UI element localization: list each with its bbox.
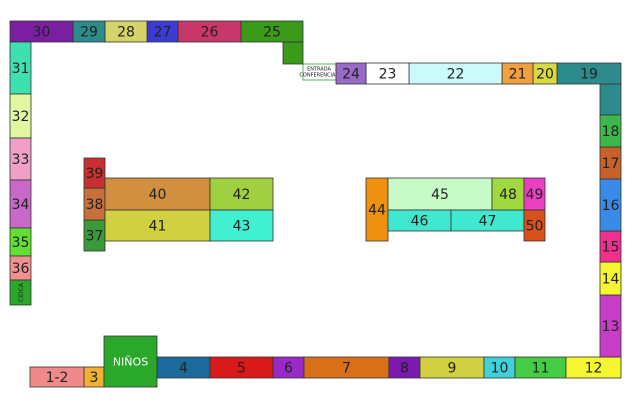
booth-label: 22 <box>447 67 465 83</box>
booth-label: 25 <box>263 25 281 41</box>
booth <box>83 157 106 189</box>
booth <box>599 114 622 148</box>
entrance-label: ENTRADA <box>307 67 331 73</box>
booth-label: 46 <box>411 214 429 230</box>
booth-label: 14 <box>602 272 620 288</box>
booth-label: 24 <box>342 67 360 83</box>
booth <box>104 177 211 211</box>
booth-label: 4 <box>179 361 188 377</box>
booth <box>209 209 274 242</box>
booth-label: 42 <box>233 187 251 203</box>
booth-label: 13 <box>602 319 620 335</box>
booth-label: 49 <box>526 187 544 203</box>
booth-label: 1-2 <box>46 370 69 386</box>
booth-label: 31 <box>12 61 30 77</box>
booth-label: 40 <box>149 187 167 203</box>
booth-label: 17 <box>602 156 620 172</box>
booth <box>103 335 158 388</box>
booth-label: 32 <box>12 109 30 125</box>
booth-label: 44 <box>368 203 386 219</box>
booth-label: 33 <box>12 152 30 168</box>
booth-label: 48 <box>499 187 517 203</box>
booth-label: 39 <box>86 166 104 182</box>
booth-label: 50 <box>526 219 544 235</box>
booth-label: 12 <box>585 361 603 377</box>
booth-label: 19 <box>580 67 598 83</box>
booth <box>9 279 32 306</box>
booth-label: 7 <box>342 361 351 377</box>
booth <box>491 177 525 211</box>
booth-label: 6 <box>284 361 293 377</box>
booth-label: 28 <box>117 25 135 41</box>
booth-label: 26 <box>201 25 219 41</box>
entrance-label: CONFERENCIAS <box>299 73 338 79</box>
booth-label: NIÑOS <box>113 356 148 369</box>
booth-label: 29 <box>80 25 98 41</box>
booth-label: 38 <box>86 197 104 213</box>
booth-label: 5 <box>237 361 246 377</box>
booth-label: 41 <box>149 219 167 235</box>
booth-label: 10 <box>491 361 509 377</box>
booth <box>523 209 546 242</box>
booth-label: 11 <box>532 361 550 377</box>
booth-label: 30 <box>33 25 51 41</box>
booth-label: 18 <box>602 124 620 140</box>
booth-label: 9 <box>448 361 457 377</box>
booth-label: 23 <box>379 67 397 83</box>
wall-block <box>282 41 304 65</box>
booth <box>9 20 74 43</box>
booth <box>565 356 622 379</box>
booth-label: 34 <box>12 197 30 213</box>
booth-label: 3 <box>90 370 99 386</box>
booth-label: 45 <box>431 187 449 203</box>
booth-label: 27 <box>154 25 172 41</box>
booth-label: 36 <box>12 261 30 277</box>
booth-label: 16 <box>602 198 620 214</box>
booth-label: 35 <box>12 235 30 251</box>
booth-label: 8 <box>400 361 409 377</box>
booth-label: 15 <box>602 240 620 256</box>
booth <box>335 62 367 85</box>
booth-label: 20 <box>536 67 554 83</box>
booth-label: 43 <box>233 219 251 235</box>
wall-block <box>599 83 622 116</box>
booth-label: 37 <box>86 229 104 245</box>
booth-label: 21 <box>509 67 527 83</box>
booth-label: CIDCA <box>18 282 25 302</box>
booth-label: 47 <box>479 214 497 230</box>
